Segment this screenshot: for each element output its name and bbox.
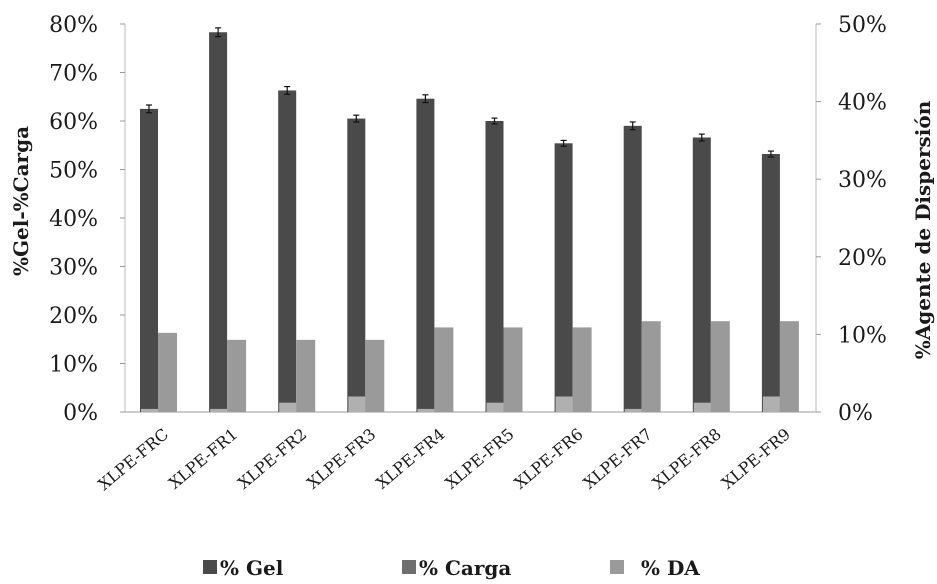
y-axis-right-tick-label: 20% — [838, 246, 887, 271]
legend: % Gel % Carga % DA — [203, 556, 700, 580]
bar-da-small — [555, 396, 573, 412]
bar-da-small — [210, 408, 228, 412]
bar-gel — [692, 137, 711, 413]
y-axis-left-title: %Gel-%Carga — [9, 126, 33, 276]
bar-da-small — [279, 402, 297, 412]
x-axis-category-label: XLPE-FR7 — [580, 425, 656, 493]
bar-da — [779, 321, 799, 412]
bar-gel — [485, 121, 504, 412]
bar-da — [227, 339, 247, 412]
y-axis-left-tick-label: 80% — [49, 13, 98, 38]
bar-da — [296, 339, 316, 412]
bar-da — [572, 327, 592, 412]
error-bars — [146, 27, 774, 158]
y-axis-left-tick-label: 20% — [49, 304, 98, 329]
y-axis-left-tick-label: 60% — [49, 110, 98, 135]
x-axis-categories: XLPE-FRCXLPE-FR1XLPE-FR2XLPE-FR3XLPE-FR4… — [94, 425, 794, 495]
bar-gel — [416, 98, 435, 412]
legend-swatch-gel — [203, 560, 217, 574]
y-axis-right-tick-label: 10% — [838, 323, 887, 348]
bar-da — [434, 327, 454, 412]
bar-gel — [347, 118, 366, 412]
bar-da — [158, 332, 177, 412]
x-axis-category-label: XLPE-FR5 — [441, 425, 517, 493]
x-axis-category-label: XLPE-FR4 — [372, 425, 448, 493]
bar-da-small — [693, 402, 711, 412]
bars — [140, 32, 799, 413]
y-axis-right-title: %Agente de Dispersión — [911, 100, 935, 359]
legend-label-gel: % Gel — [220, 556, 284, 580]
bar-da-small — [762, 396, 780, 412]
x-axis-category-label: XLPE-FR3 — [303, 425, 379, 493]
y-axis-left-tick-label: 70% — [49, 62, 98, 87]
bar-gel — [140, 108, 158, 412]
y-axis-right-tick-label: 0% — [838, 401, 873, 426]
bar-da-small — [348, 396, 366, 412]
y-axis-left-tick-label: 10% — [49, 353, 98, 378]
bar-da-small — [624, 408, 642, 412]
bar-gel — [209, 32, 228, 413]
legend-swatch-carga — [402, 560, 416, 574]
legend-swatch-da — [610, 560, 624, 574]
bar-gel — [761, 153, 780, 413]
y-axis-right-tick-label: 40% — [838, 91, 887, 116]
bar-da — [365, 339, 385, 412]
bar-da-small — [141, 408, 158, 412]
bar-da — [641, 321, 661, 412]
y-axis-left-tick-label: 30% — [49, 256, 98, 281]
bar-da — [710, 321, 730, 412]
y-axis-right-tick-label: 30% — [838, 168, 887, 193]
y-axis-right-ticks: 0% 10% 20% 30% 40% 50% — [816, 13, 887, 426]
legend-label-da: % DA — [641, 556, 700, 580]
bar-gel — [554, 143, 573, 412]
y-axis-left-tick-label: 50% — [49, 159, 98, 184]
y-axis-left-tick-label: 40% — [49, 207, 98, 232]
y-axis-right-tick-label: 50% — [838, 13, 887, 38]
x-axis-category-label: XLPE-FR2 — [234, 425, 310, 493]
bar-gel — [623, 125, 642, 412]
bar-da — [503, 327, 523, 412]
x-axis-category-label: XLPE-FR8 — [649, 425, 725, 493]
x-axis-category-label: XLPE-FR6 — [511, 425, 587, 493]
bar-da-small — [417, 408, 435, 412]
bar-gel — [278, 90, 297, 412]
y-axis-left-tick-label: 0% — [63, 401, 98, 426]
bar-da-small — [486, 402, 504, 412]
x-axis-category-label: XLPE-FR1 — [165, 425, 241, 493]
legend-label-carga: % Carga — [419, 556, 511, 580]
x-axis-category-label: XLPE-FR9 — [718, 425, 794, 493]
y-axis-left-ticks: 0% 10% 20% 30% 40% 50% 60% 70% 80% — [49, 13, 125, 426]
x-axis-category-label: XLPE-FRC — [94, 425, 172, 495]
